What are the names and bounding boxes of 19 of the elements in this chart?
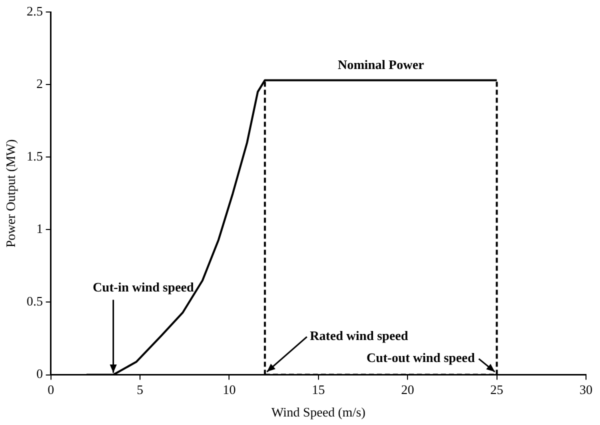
x-axis-title: Wind Speed (m/s) (271, 404, 366, 420)
x-tick-label: 30 (580, 382, 592, 398)
x-tick-label: 25 (490, 382, 504, 398)
annotation: Cut-in wind speed (92, 280, 195, 295)
x-tick-label: 0 (48, 382, 54, 398)
y-tick-label: 2 (36, 76, 43, 91)
annotation: Cut-out wind speed (366, 350, 476, 366)
x-tick-label: 5 (136, 382, 144, 398)
annotation: Rated wind speed (310, 328, 409, 344)
x-tick-label: 15 (312, 382, 325, 398)
y-tick-label: 0.5 (26, 294, 43, 309)
x-tick-label: 20 (401, 382, 414, 398)
x-tick-label: 10 (222, 382, 236, 398)
y-tick-label: 2.5 (26, 3, 43, 18)
y-tick-label: 1.5 (26, 148, 43, 164)
y-tick-label: 0 (36, 366, 43, 382)
annotation: Nominal Power (338, 57, 424, 72)
y-axis-title: Power Output (MW) (3, 139, 18, 248)
y-tick-label: 1 (36, 221, 43, 236)
